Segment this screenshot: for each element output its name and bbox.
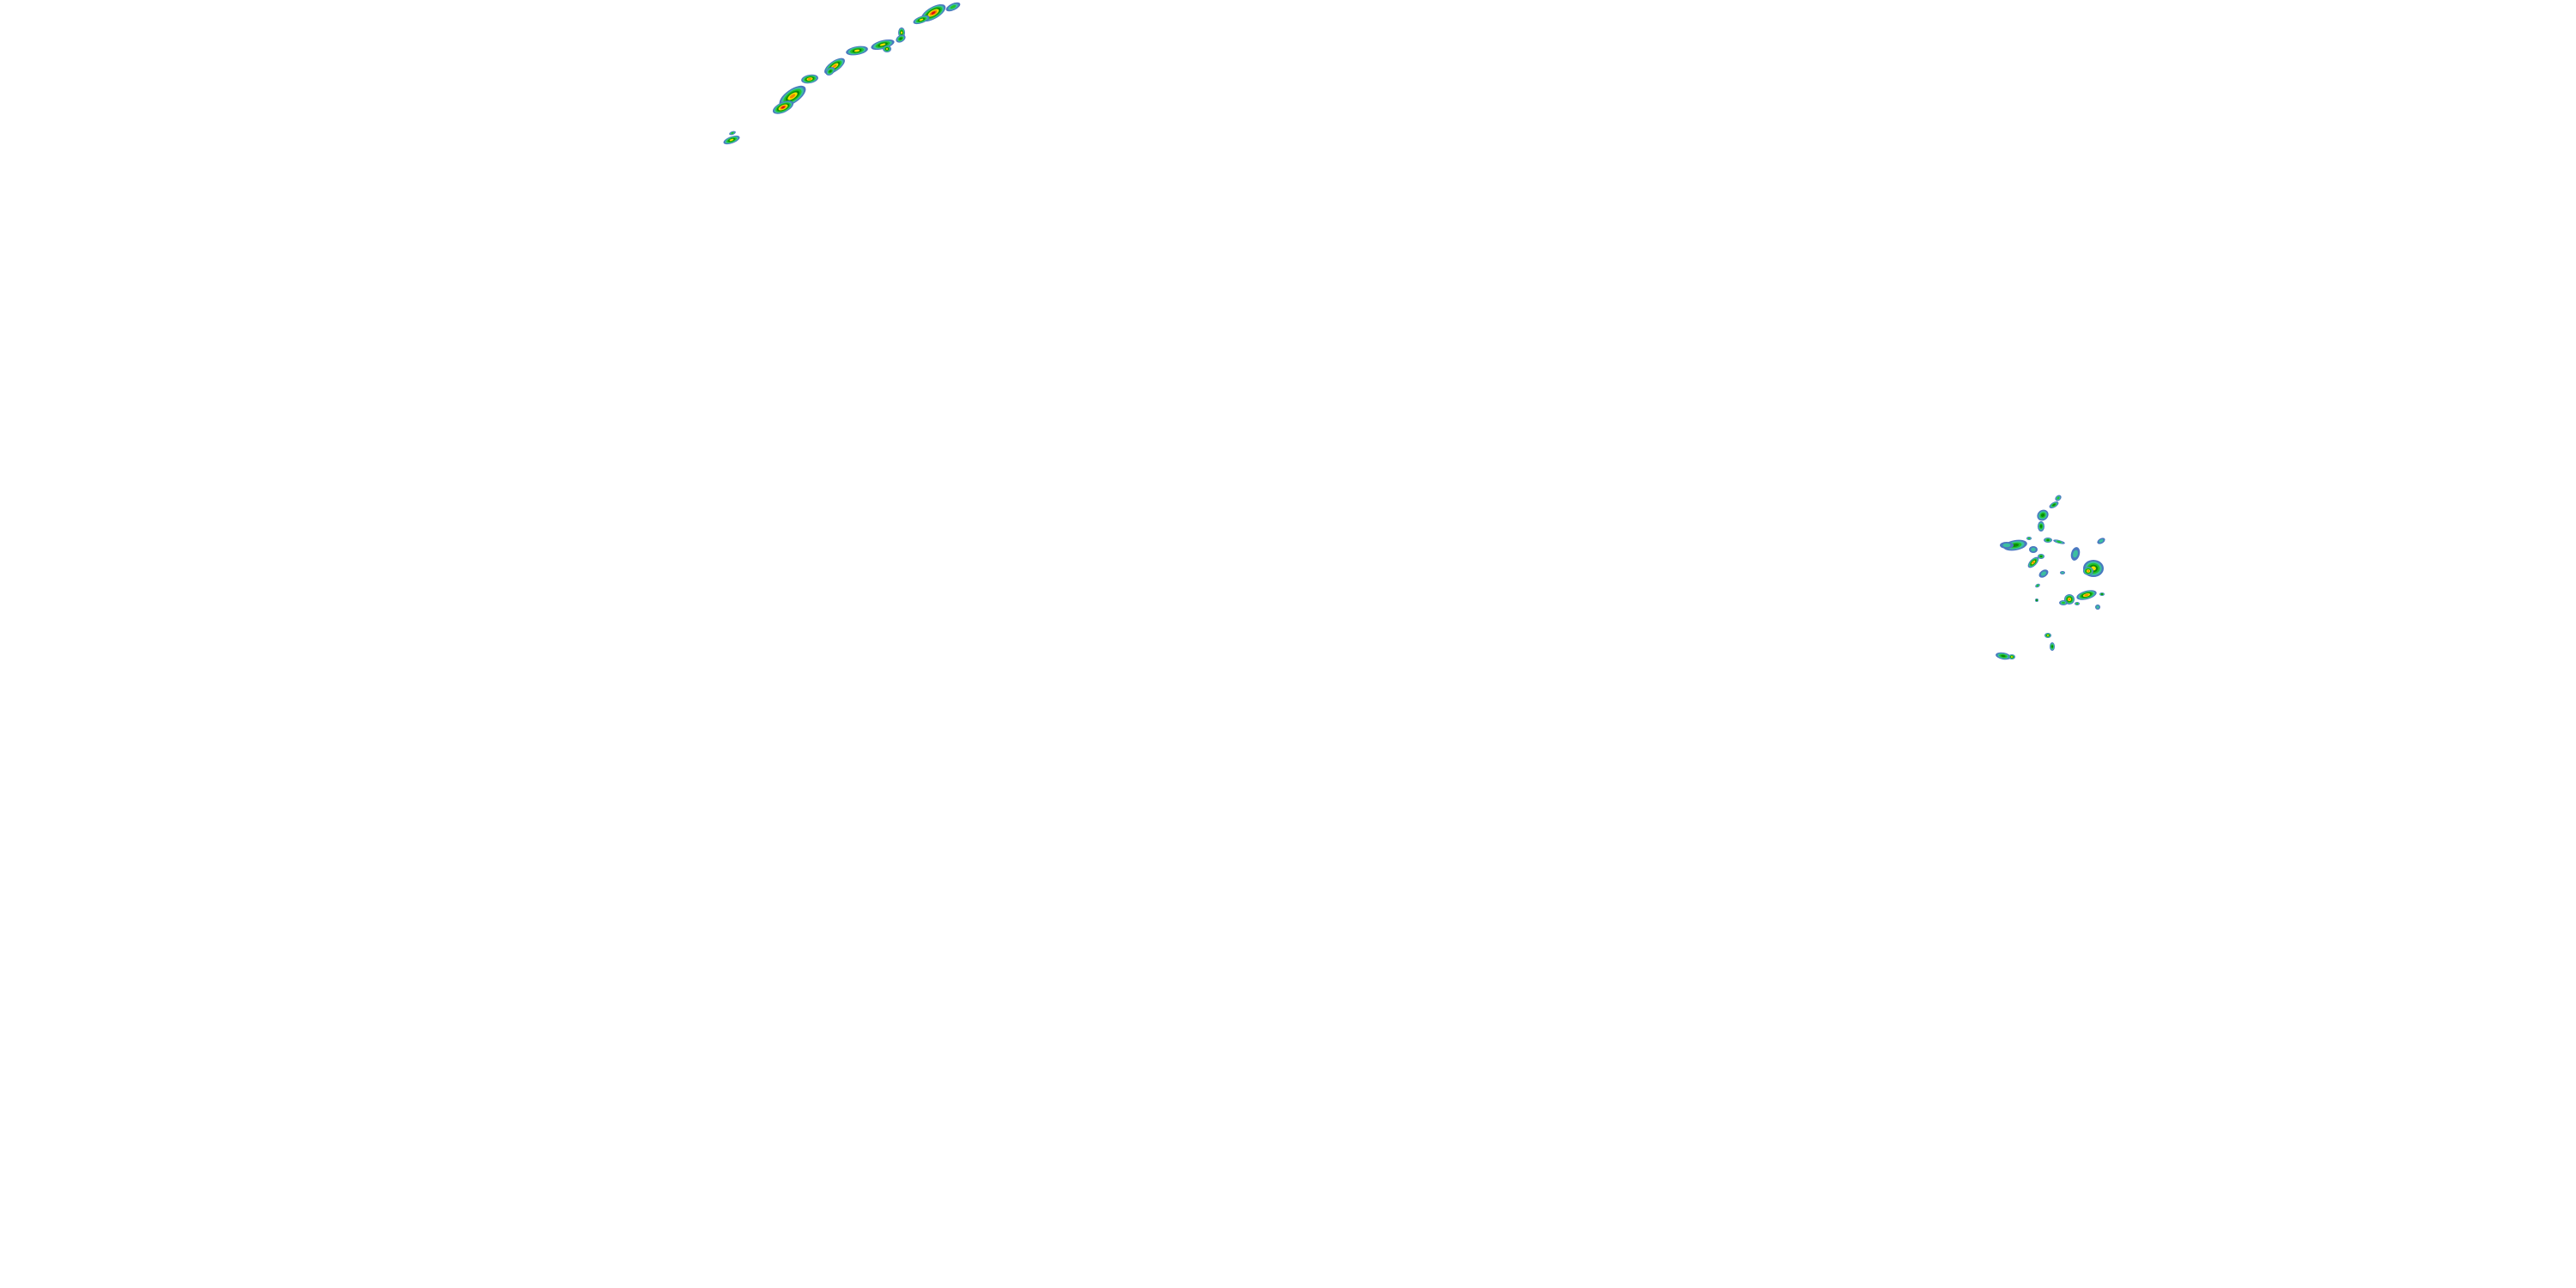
radar-echo-cell	[2095, 605, 2100, 610]
radar-echo-level	[781, 106, 786, 109]
radar-echo-cell	[871, 39, 895, 51]
radar-echo-cell	[824, 58, 845, 75]
radar-echo-level	[899, 37, 902, 40]
radar-echo-level	[2068, 598, 2071, 601]
radar-echo-level	[879, 43, 886, 46]
radar-echo-cell	[2026, 537, 2032, 540]
radar-echo-level	[901, 31, 902, 34]
radar-echo-level	[2011, 544, 2020, 547]
radar-echo-level	[931, 11, 936, 15]
radar-echo-level	[919, 18, 924, 21]
radar-echo-cell	[801, 74, 818, 84]
radar-echo-cell	[825, 67, 835, 76]
radar-echo-level	[2046, 539, 2050, 541]
radar-echo-cell	[1996, 652, 2011, 660]
radar-echo-cell	[2083, 567, 2093, 575]
radar-echo-cell	[772, 100, 794, 114]
radar-echo-cell	[913, 15, 930, 25]
radar-echo-cell	[846, 46, 868, 56]
radar-echo-level	[2062, 601, 2065, 605]
radar-echo-cell	[2097, 538, 2105, 544]
radar-echo-level	[807, 77, 812, 81]
radar-echo-level	[950, 4, 957, 9]
radar-echo-level	[729, 138, 734, 142]
radar-echo-level	[2087, 569, 2090, 573]
radar-echo-cell	[729, 131, 736, 136]
radar-echo-level	[854, 49, 860, 52]
radar-echo-cell	[2035, 598, 2038, 602]
radar-echo-level	[2039, 556, 2043, 557]
radar-echo-cell	[883, 46, 891, 52]
radar-echo-level	[2084, 593, 2089, 597]
radar-echo-level	[731, 131, 734, 135]
radar-echo-cell	[896, 34, 906, 43]
radar-echo-cell	[2099, 592, 2105, 596]
radar-echo-level	[2075, 603, 2079, 605]
radar-echo-level	[2041, 513, 2044, 517]
radar-echo-cell	[2049, 501, 2059, 508]
radar-echo-level	[2099, 538, 2104, 544]
radar-echo-cell	[2044, 538, 2052, 543]
radar-echo-cell	[2053, 539, 2065, 544]
radar-echo-cell	[2038, 569, 2049, 578]
radar-echo-level	[2040, 571, 2047, 576]
radar-echo-level	[2052, 503, 2056, 507]
radar-echo-cell	[2038, 521, 2044, 532]
radar-echo-level	[2096, 605, 2099, 609]
radar-echo-level	[2073, 550, 2078, 558]
radar-echo-level	[2039, 525, 2043, 528]
radar-echo-level	[2036, 599, 2038, 601]
radar-echo-level	[832, 64, 837, 68]
radar-echo-cell	[2038, 554, 2044, 559]
radar-echo-level	[2061, 571, 2064, 574]
radar-echo-cell	[2008, 654, 2015, 659]
radar-echo-cell	[945, 2, 961, 12]
radar-echo-level	[2057, 496, 2060, 500]
radar-echo-level	[2027, 538, 2031, 539]
radar-echo-level	[2047, 635, 2049, 636]
radar-echo-level	[2011, 656, 2013, 658]
radar-echo-cell	[2000, 542, 2014, 549]
radar-echo-cell	[2075, 602, 2080, 605]
radar-echo-level	[885, 48, 889, 50]
radar-echo-cell	[2035, 583, 2040, 588]
radar-echo-cell	[2059, 600, 2068, 605]
radar-echo-level	[2051, 645, 2053, 648]
radar-echo-cell	[2044, 633, 2051, 638]
radar-echo-cell	[2060, 571, 2065, 574]
radar-echo-level	[789, 94, 796, 99]
radar-echo-cell	[723, 135, 740, 145]
radar-echo-level	[829, 70, 832, 73]
radar-echo-level	[2057, 540, 2062, 544]
radar-echo-cell	[2055, 495, 2062, 501]
radar-echo-level	[2002, 543, 2011, 548]
radar-echo-cell	[2076, 590, 2097, 600]
radar-echo-cell	[2070, 547, 2081, 561]
radar-echo-level	[2001, 654, 2006, 658]
radar-echo-cell	[2037, 509, 2049, 521]
radar-echo-level	[2101, 593, 2103, 595]
radar-echo-cell	[2027, 556, 2039, 568]
radar-echo-cell	[2050, 642, 2055, 651]
radar-echo-cell	[2029, 546, 2038, 553]
radar-echo-level	[2036, 584, 2039, 587]
radar-echo-level	[2032, 561, 2035, 564]
radar-echo-level	[2031, 547, 2036, 552]
